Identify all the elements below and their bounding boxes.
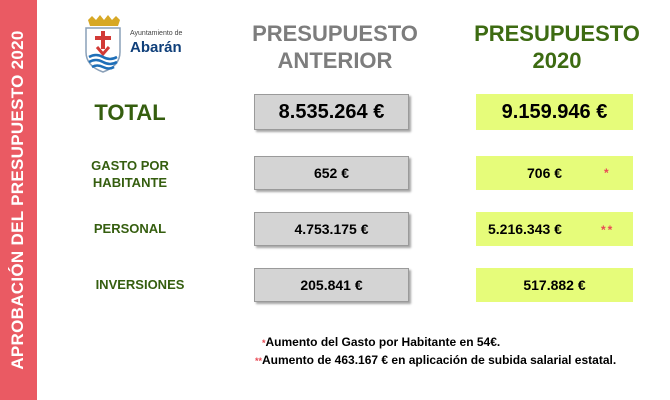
gasto-previous-value: 652 € — [254, 156, 409, 190]
footnote-gasto: *Aumento del Gasto por Habitante en 54€. — [262, 335, 642, 351]
footnote-gasto-mark: * — [262, 338, 266, 348]
total-current-value: 9.159.946 € — [476, 94, 633, 130]
footnote-personal-text: Aumento de 463.167 € en aplicación de su… — [262, 353, 617, 367]
gasto-asterisk: * — [604, 166, 609, 180]
logo-name: Abarán — [130, 39, 182, 56]
abaran-logo: Ayuntamiento de Abarán — [80, 14, 200, 74]
row-label-inversiones: INVERSIONES — [95, 277, 185, 292]
inversiones-current-value: 517.882 € — [476, 268, 633, 302]
total-previous-value: 8.535.264 € — [254, 94, 409, 130]
personal-previous-value: 4.753.175 € — [254, 212, 409, 246]
personal-current-value: 5.216.343 € — [476, 212, 633, 246]
footnote-personal: **Aumento de 463.167 € en aplicación de … — [255, 353, 625, 369]
logo-subtitle: Ayuntamiento de — [130, 30, 183, 37]
gasto-current-value: 706 € — [476, 156, 633, 190]
column-header-current: PRESUPUESTO 2020 — [474, 21, 640, 73]
footnote-gasto-text: Aumento del Gasto por Habitante en 54€. — [265, 335, 501, 349]
personal-asterisk: ** — [601, 223, 615, 237]
coat-of-arms-icon — [85, 15, 121, 73]
column-header-previous: PRESUPUESTO ANTERIOR — [252, 21, 418, 73]
inversiones-previous-value: 205.841 € — [254, 268, 409, 302]
footnote-personal-mark: ** — [255, 356, 263, 366]
sidebar-banner: APROBACIÓN DEL PRESUPUESTO 2020 — [0, 0, 37, 400]
row-label-personal: PERSONAL — [93, 221, 167, 236]
row-label-gasto: GASTO POR HABITANTE — [91, 158, 169, 190]
sidebar-title: APROBACIÓN DEL PRESUPUESTO 2020 — [8, 30, 27, 370]
row-label-total: TOTAL — [94, 100, 166, 125]
